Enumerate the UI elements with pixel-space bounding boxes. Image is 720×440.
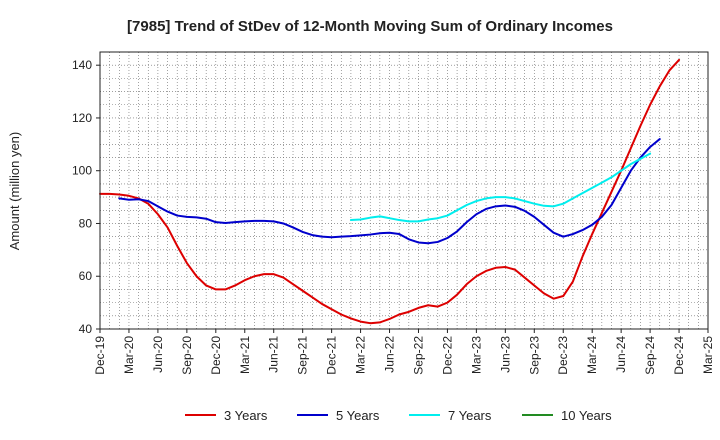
x-tick-label: Jun-20: [151, 336, 165, 373]
legend: 3 Years 5 Years 7 Years 10 Years: [185, 408, 612, 423]
x-tick-label: Sep-22: [411, 336, 425, 375]
plot-frame: [99, 51, 709, 330]
y-tick-label: 140: [72, 58, 92, 72]
y-tick-label: 120: [72, 111, 92, 125]
x-tick-label: Jun-22: [383, 336, 397, 373]
x-tick-label: Dec-19: [93, 336, 107, 375]
y-tick-labels: 40 60 80 100 120 140: [72, 58, 100, 336]
x-tick-label: Jun-23: [498, 336, 512, 373]
x-tick-label: Mar-25: [701, 336, 715, 374]
x-tick-label: Jun-21: [267, 336, 281, 373]
x-tick-label: Dec-22: [440, 336, 454, 375]
y-tick-label: 60: [79, 269, 93, 283]
series-lines: [99, 58, 681, 325]
series-line-7-years: [349, 152, 652, 223]
x-tick-label: Mar-20: [122, 336, 136, 374]
legend-label: 10 Years: [561, 408, 612, 423]
x-tick-label: Dec-20: [209, 336, 223, 375]
y-tick-label: 40: [79, 322, 93, 336]
series-line-5-years: [118, 138, 661, 245]
legend-label: 5 Years: [336, 408, 380, 423]
legend-label: 3 Years: [224, 408, 268, 423]
series-line-3-years: [99, 58, 681, 325]
legend-label: 7 Years: [448, 408, 492, 423]
x-tick-label: Dec-24: [672, 336, 686, 375]
y-tick-label: 100: [72, 164, 92, 178]
grid: [100, 52, 708, 329]
x-tick-label: Dec-23: [556, 336, 570, 375]
x-tick-label: Sep-21: [296, 336, 310, 375]
x-tick-label: Sep-23: [527, 336, 541, 375]
x-tick-label: Mar-22: [354, 336, 368, 374]
x-tick-label: Sep-24: [643, 336, 657, 375]
x-tick-labels: Dec-19 Mar-20 Jun-20 Sep-20 Dec-20 Mar-21 Jun-…: [93, 329, 715, 375]
x-tick-label: Sep-20: [180, 336, 194, 375]
x-tick-label: Mar-24: [585, 336, 599, 374]
y-axis-label: Amount (million yen): [7, 132, 22, 251]
y-tick-label: 80: [79, 216, 93, 230]
x-tick-label: Jun-24: [614, 336, 628, 373]
chart-title: [7985] Trend of StDev of 12-Month Moving…: [127, 18, 613, 35]
x-tick-label: Mar-23: [469, 336, 483, 374]
x-tick-label: Dec-21: [325, 336, 339, 375]
x-tick-label: Mar-21: [238, 336, 252, 374]
